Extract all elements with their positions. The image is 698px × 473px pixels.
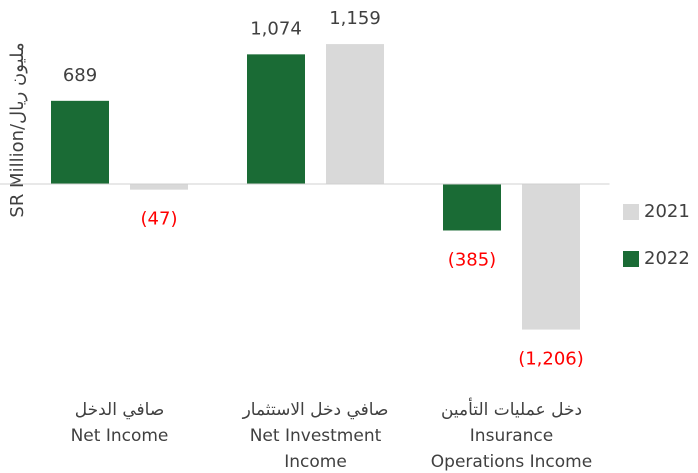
bar bbox=[326, 44, 384, 184]
value-label: (385) bbox=[448, 249, 496, 270]
x-tick-label: صافي دخل الاستثمار bbox=[242, 400, 389, 420]
value-label: (47) bbox=[141, 209, 178, 230]
x-tick-label: Insurance bbox=[470, 426, 553, 446]
x-tick-label: Operations Income bbox=[431, 452, 592, 472]
bar bbox=[51, 100, 109, 184]
legend-label: 2022 bbox=[644, 248, 690, 269]
bar bbox=[443, 184, 501, 231]
legend-label: 2021 bbox=[644, 201, 690, 222]
value-label: 689 bbox=[63, 65, 97, 86]
x-tick-label: Income bbox=[284, 452, 347, 472]
x-tick-label: Net Investment bbox=[250, 426, 382, 446]
x-tick-label: Net Income bbox=[71, 426, 169, 446]
value-label: 1,074 bbox=[250, 18, 302, 39]
legend-swatch bbox=[623, 251, 639, 267]
value-label: 1,159 bbox=[329, 8, 381, 29]
bar bbox=[522, 184, 580, 330]
x-tick-label: صافي الدخل bbox=[75, 400, 165, 420]
bar bbox=[247, 54, 305, 184]
bar bbox=[130, 184, 188, 190]
legend-swatch bbox=[623, 204, 639, 220]
x-tick-label: دخل عمليات التأمين bbox=[441, 397, 582, 420]
value-label: (1,206) bbox=[518, 349, 584, 370]
y-axis-label: SR Million/مليون ريال bbox=[7, 42, 28, 217]
